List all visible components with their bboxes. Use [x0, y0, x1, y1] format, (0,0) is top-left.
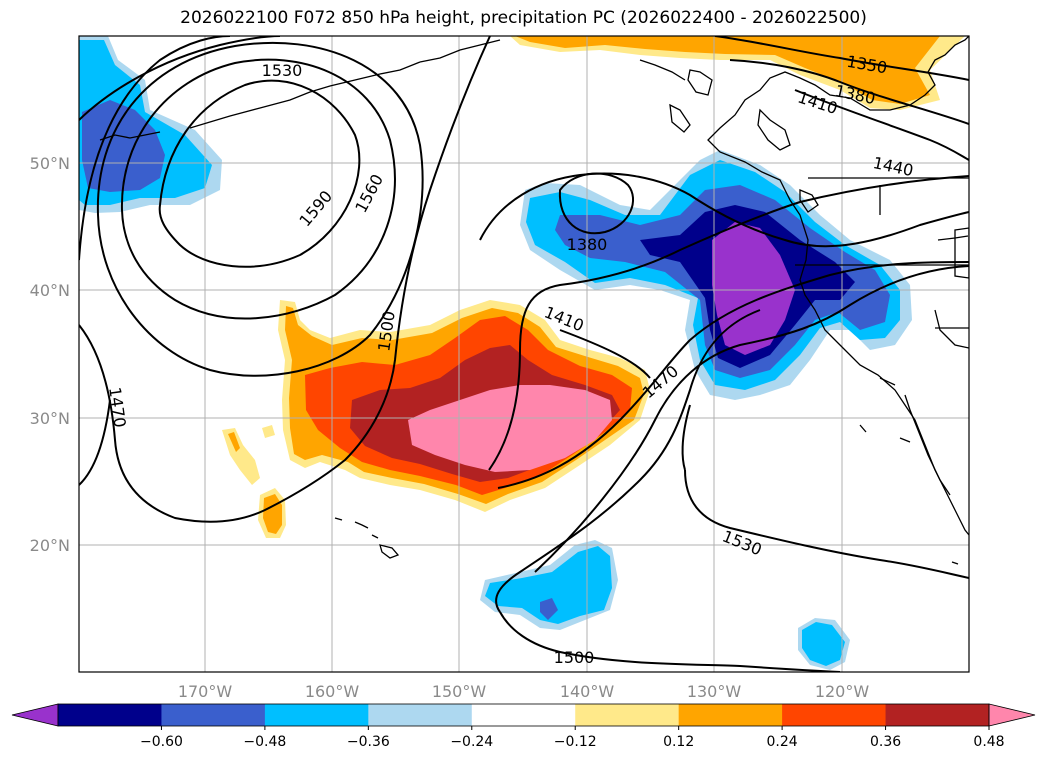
colorbar-bin — [575, 704, 680, 726]
map-title: 2026022100 F072 850 hPa height, precipit… — [180, 8, 867, 28]
colorbar-tick-label: 0.36 — [870, 734, 901, 750]
colorbar-tick-label: −0.24 — [450, 734, 493, 750]
contour-label: 1380 — [567, 235, 608, 254]
colorbar-bin — [782, 704, 887, 726]
contour-label: 1590 — [295, 187, 336, 230]
precip-negative-anomaly-northeast-pacific — [520, 150, 912, 400]
colorbar-bin — [58, 704, 162, 726]
lat-tick-label: 50°N — [30, 154, 70, 173]
coastlines — [99, 36, 969, 565]
contour-label: 1530 — [262, 61, 303, 80]
precip-positive-anomaly-central-pacific — [222, 300, 650, 538]
colorbar-tick-label: 0.12 — [663, 734, 694, 750]
contour-label: 1440 — [871, 153, 915, 180]
lat-tick-label: 40°N — [30, 281, 70, 300]
colorbar-tick-label: −0.12 — [554, 734, 597, 750]
contour-label: 1470 — [639, 361, 682, 402]
colorbar-bin — [161, 704, 266, 726]
lon-tick-label: 130°W — [687, 682, 742, 701]
precip-negative-anomaly-south — [480, 540, 850, 670]
height-contours — [79, 36, 969, 672]
colorbar-bin — [264, 704, 369, 726]
precip-positive-anomaly-north — [510, 36, 965, 110]
latitude-labels: 20°N 30°N 40°N 50°N — [30, 154, 70, 555]
longitude-labels: 170°W 160°W 150°W 140°W 130°W 120°W — [178, 682, 870, 701]
colorbar-bin — [885, 704, 990, 726]
lon-tick-label: 150°W — [432, 682, 487, 701]
colorbar-tick-label: −0.48 — [243, 734, 286, 750]
colorbar-bin — [368, 704, 473, 726]
precip-negative-anomaly-west — [79, 36, 222, 213]
lon-tick-label: 170°W — [178, 682, 233, 701]
colorbar-frame — [57, 703, 990, 727]
contour-label: 1410 — [795, 87, 840, 118]
lat-tick-label: 20°N — [30, 536, 70, 555]
colorbar-tick-labels: −0.60 −0.48 −0.36 −0.24 −0.12 0.12 0.24 0.36 0.4… — [140, 726, 1005, 750]
colorbar-extend-max — [988, 703, 1036, 727]
colorbar-tick-label: 0.24 — [767, 734, 798, 750]
lon-tick-label: 140°W — [560, 682, 615, 701]
contour-label: 1500 — [554, 648, 595, 667]
colorbar-extend-min — [11, 703, 59, 727]
lat-tick-label: 30°N — [30, 409, 70, 428]
colorbar — [11, 703, 1036, 727]
colorbar-bin — [678, 704, 783, 726]
map-frame — [78, 35, 970, 673]
map-gridlines — [79, 36, 969, 672]
colorbar-tick-label: −0.36 — [347, 734, 390, 750]
lon-tick-label: 120°W — [815, 682, 870, 701]
colorbar-tick-label: 0.48 — [973, 734, 1004, 750]
colorbar-tick-label: −0.60 — [140, 734, 183, 750]
colorbar-bin — [471, 704, 576, 726]
lon-tick-label: 160°W — [305, 682, 360, 701]
contour-label: 1470 — [105, 386, 129, 429]
